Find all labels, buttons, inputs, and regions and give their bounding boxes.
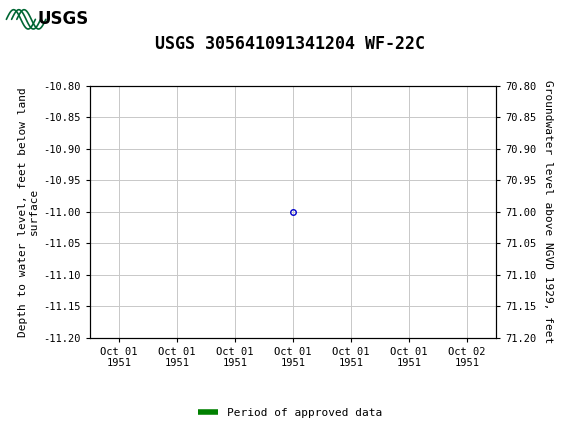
Text: USGS 305641091341204 WF-22C: USGS 305641091341204 WF-22C [155, 35, 425, 53]
FancyBboxPatch shape [2, 3, 68, 36]
Y-axis label: Groundwater level above NGVD 1929, feet: Groundwater level above NGVD 1929, feet [543, 80, 553, 344]
Text: USGS: USGS [38, 10, 89, 28]
Y-axis label: Depth to water level, feet below land
surface: Depth to water level, feet below land su… [17, 87, 39, 337]
Legend: Period of approved data: Period of approved data [194, 403, 386, 422]
